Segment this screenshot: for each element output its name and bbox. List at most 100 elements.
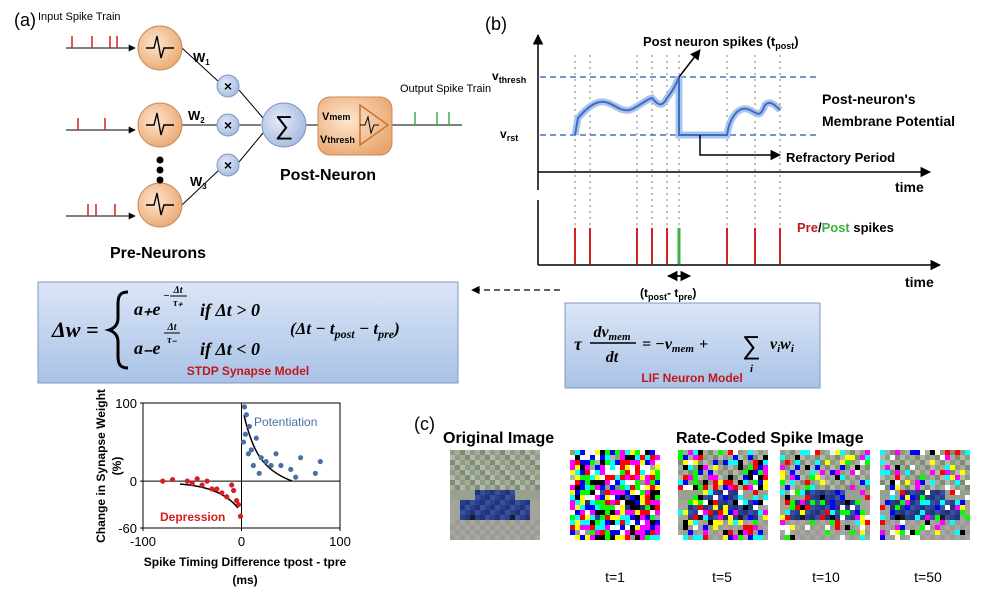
pixel xyxy=(810,505,815,510)
y-axis-label: (%) xyxy=(110,457,124,476)
pixel xyxy=(738,500,743,505)
pixel xyxy=(885,450,890,455)
pixel xyxy=(703,490,708,495)
pixel xyxy=(610,490,615,495)
pixel xyxy=(515,520,520,525)
pixel xyxy=(495,520,500,525)
pixel xyxy=(455,490,460,495)
pixel xyxy=(465,510,470,515)
pixel xyxy=(713,470,718,475)
pixel xyxy=(625,535,630,540)
pixel xyxy=(595,505,600,510)
pixel xyxy=(640,470,645,475)
pixel xyxy=(525,500,530,505)
pixel xyxy=(800,510,805,515)
pixel xyxy=(820,505,825,510)
pixel xyxy=(645,510,650,515)
pixel xyxy=(620,480,625,485)
pixel xyxy=(520,520,525,525)
pixel xyxy=(795,500,800,505)
pixel xyxy=(713,480,718,485)
pixel xyxy=(850,525,855,530)
pixel xyxy=(890,495,895,500)
pixel xyxy=(625,450,630,455)
pixel xyxy=(625,455,630,460)
pixel xyxy=(630,490,635,495)
pixel xyxy=(935,480,940,485)
pixel xyxy=(763,450,768,455)
pixel xyxy=(465,490,470,495)
pixel xyxy=(465,525,470,530)
pixel xyxy=(713,520,718,525)
eq-num: Δt xyxy=(172,285,183,296)
pixel xyxy=(723,525,728,530)
pixel xyxy=(708,465,713,470)
pixel xyxy=(470,490,475,495)
pixel xyxy=(950,510,955,515)
pixel xyxy=(890,500,895,505)
pixel xyxy=(530,490,535,495)
pixel xyxy=(698,525,703,530)
pixel xyxy=(865,470,870,475)
pixel xyxy=(965,480,970,485)
pixel xyxy=(915,505,920,510)
pixel xyxy=(475,475,480,480)
pixel xyxy=(655,460,660,465)
pixel xyxy=(450,495,455,500)
pixel xyxy=(718,465,723,470)
pixel xyxy=(820,500,825,505)
pixel xyxy=(733,530,738,535)
pixel xyxy=(825,535,830,540)
spikes xyxy=(575,228,780,264)
pixel xyxy=(850,480,855,485)
pixel xyxy=(590,495,595,500)
pixel xyxy=(965,460,970,465)
pixel xyxy=(865,520,870,525)
pixel xyxy=(758,530,763,535)
pixel xyxy=(605,505,610,510)
pixel xyxy=(693,495,698,500)
pixel xyxy=(590,475,595,480)
pixel xyxy=(920,510,925,515)
pixel xyxy=(753,515,758,520)
pixel xyxy=(688,525,693,530)
input-label: Input Spike Train xyxy=(38,11,121,23)
pixel xyxy=(655,455,660,460)
pixel xyxy=(455,510,460,515)
pixel xyxy=(915,535,920,540)
membrane-label: Membrane Potential xyxy=(822,113,955,129)
pixel xyxy=(635,470,640,475)
pixel xyxy=(723,485,728,490)
pixel xyxy=(683,530,688,535)
pixel xyxy=(678,530,683,535)
post-neuron-label: Post-Neuron xyxy=(280,167,376,184)
pixel xyxy=(605,450,610,455)
pixel xyxy=(825,475,830,480)
pixel xyxy=(535,465,540,470)
pixel xyxy=(810,520,815,525)
pixel xyxy=(718,510,723,515)
pixel xyxy=(743,515,748,520)
pixel xyxy=(455,505,460,510)
pixel xyxy=(683,500,688,505)
pixel xyxy=(505,525,510,530)
pixel xyxy=(900,530,905,535)
pixel xyxy=(733,460,738,465)
point xyxy=(247,424,252,429)
pixel xyxy=(840,535,845,540)
pixel xyxy=(763,490,768,495)
pixel xyxy=(780,510,785,515)
pixel xyxy=(510,520,515,525)
lif-box: τ dvmem dt = −vmem+ ∑ i viwi LIF Neuron … xyxy=(565,303,820,388)
pixel xyxy=(780,535,785,540)
pixel xyxy=(763,455,768,460)
pixel xyxy=(925,485,930,490)
pixel xyxy=(840,505,845,510)
point xyxy=(241,439,246,444)
pixel xyxy=(830,510,835,515)
pixel xyxy=(860,450,865,455)
pixel xyxy=(728,500,733,505)
pixel xyxy=(945,530,950,535)
pixel xyxy=(475,480,480,485)
pixel xyxy=(580,475,585,480)
